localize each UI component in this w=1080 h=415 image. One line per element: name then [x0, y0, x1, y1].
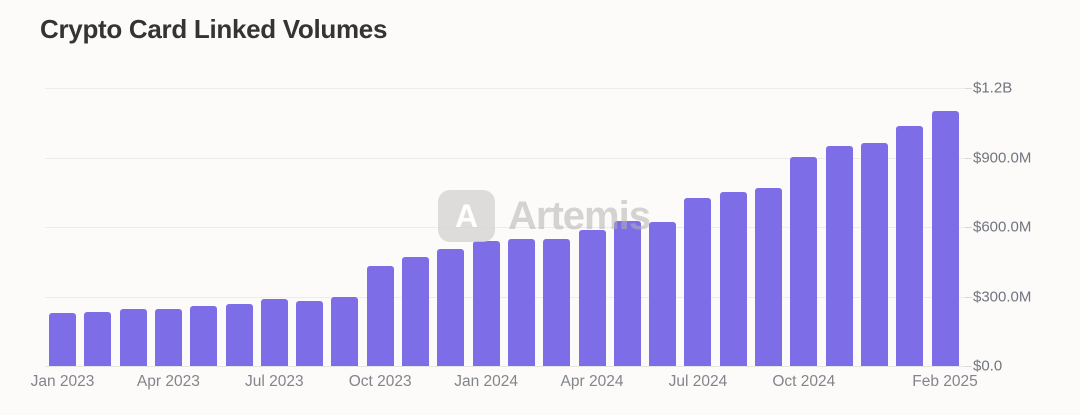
x-axis-label-oct-2024: Oct 2024 — [772, 373, 836, 390]
y-axis-tick — [965, 366, 972, 367]
bar-jun-2024[interactable] — [649, 222, 677, 366]
y-axis-label: $1.2B — [973, 79, 1013, 97]
chart-title: Crypto Card Linked Volumes — [40, 14, 388, 44]
y-axis-label: $300.0M — [973, 288, 1032, 305]
bar-sep-2023[interactable] — [331, 296, 359, 366]
bar-dec-2024[interactable] — [860, 143, 888, 366]
bar-dec-2023[interactable] — [437, 248, 465, 366]
bar-feb-2023[interactable] — [84, 311, 112, 366]
x-axis-label-apr-2024: Apr 2024 — [560, 373, 624, 390]
bar-jul-2024[interactable] — [684, 197, 712, 366]
x-axis-label-feb-2025: Feb 2025 — [912, 373, 978, 390]
bar-mar-2023[interactable] — [119, 309, 147, 366]
x-axis-label-jul-2023: Jul 2023 — [244, 373, 304, 390]
y-axis-tick — [965, 296, 972, 298]
x-axis-label-jul-2024: Jul 2024 — [668, 373, 728, 390]
bar-jul-2023[interactable] — [260, 298, 288, 366]
x-axis-label-jan-2024: Jan 2024 — [454, 373, 518, 390]
bar-apr-2023[interactable] — [154, 309, 182, 366]
bar-nov-2023[interactable] — [402, 257, 429, 366]
bar-mar-2024[interactable] — [543, 239, 571, 366]
bar-aug-2024[interactable] — [719, 191, 747, 366]
bar-jun-2023[interactable] — [225, 304, 253, 366]
bar-oct-2023[interactable] — [366, 266, 394, 366]
y-axis-tick — [965, 227, 972, 228]
bar-aug-2023[interactable] — [296, 300, 324, 366]
x-axis-label-apr-2023: Apr 2023 — [136, 373, 200, 390]
y-axis-tick — [965, 157, 972, 159]
y-axis-label: $600.0M — [973, 218, 1032, 236]
bar-nov-2024[interactable] — [825, 145, 853, 366]
bar-oct-2024[interactable] — [790, 156, 818, 366]
bar-sep-2024[interactable] — [755, 187, 782, 366]
gridline-$0.0 — [45, 366, 965, 367]
gridline-$300.0M — [45, 296, 965, 298]
gridline-$600.0M — [45, 227, 965, 228]
bar-apr-2024[interactable] — [578, 230, 606, 366]
y-axis-label: $900.0M — [973, 149, 1032, 166]
x-axis-label-jan-2023: Jan 2023 — [30, 373, 95, 390]
bar-feb-2025[interactable] — [931, 111, 959, 366]
y-axis-label: $0.0 — [973, 357, 1003, 375]
gridline-$1.2B — [45, 88, 965, 89]
bar-may-2024[interactable] — [613, 221, 641, 366]
x-axis-label-oct-2023: Oct 2023 — [348, 373, 412, 390]
y-axis-tick — [965, 88, 972, 89]
gridline-$900.0M — [45, 157, 965, 159]
bar-jan-2024[interactable] — [472, 241, 500, 366]
bar-jan-2025[interactable] — [896, 125, 924, 366]
bar-feb-2024[interactable] — [507, 238, 535, 366]
bar-jan-2023[interactable] — [49, 313, 76, 366]
bar-may-2023[interactable] — [190, 306, 218, 366]
